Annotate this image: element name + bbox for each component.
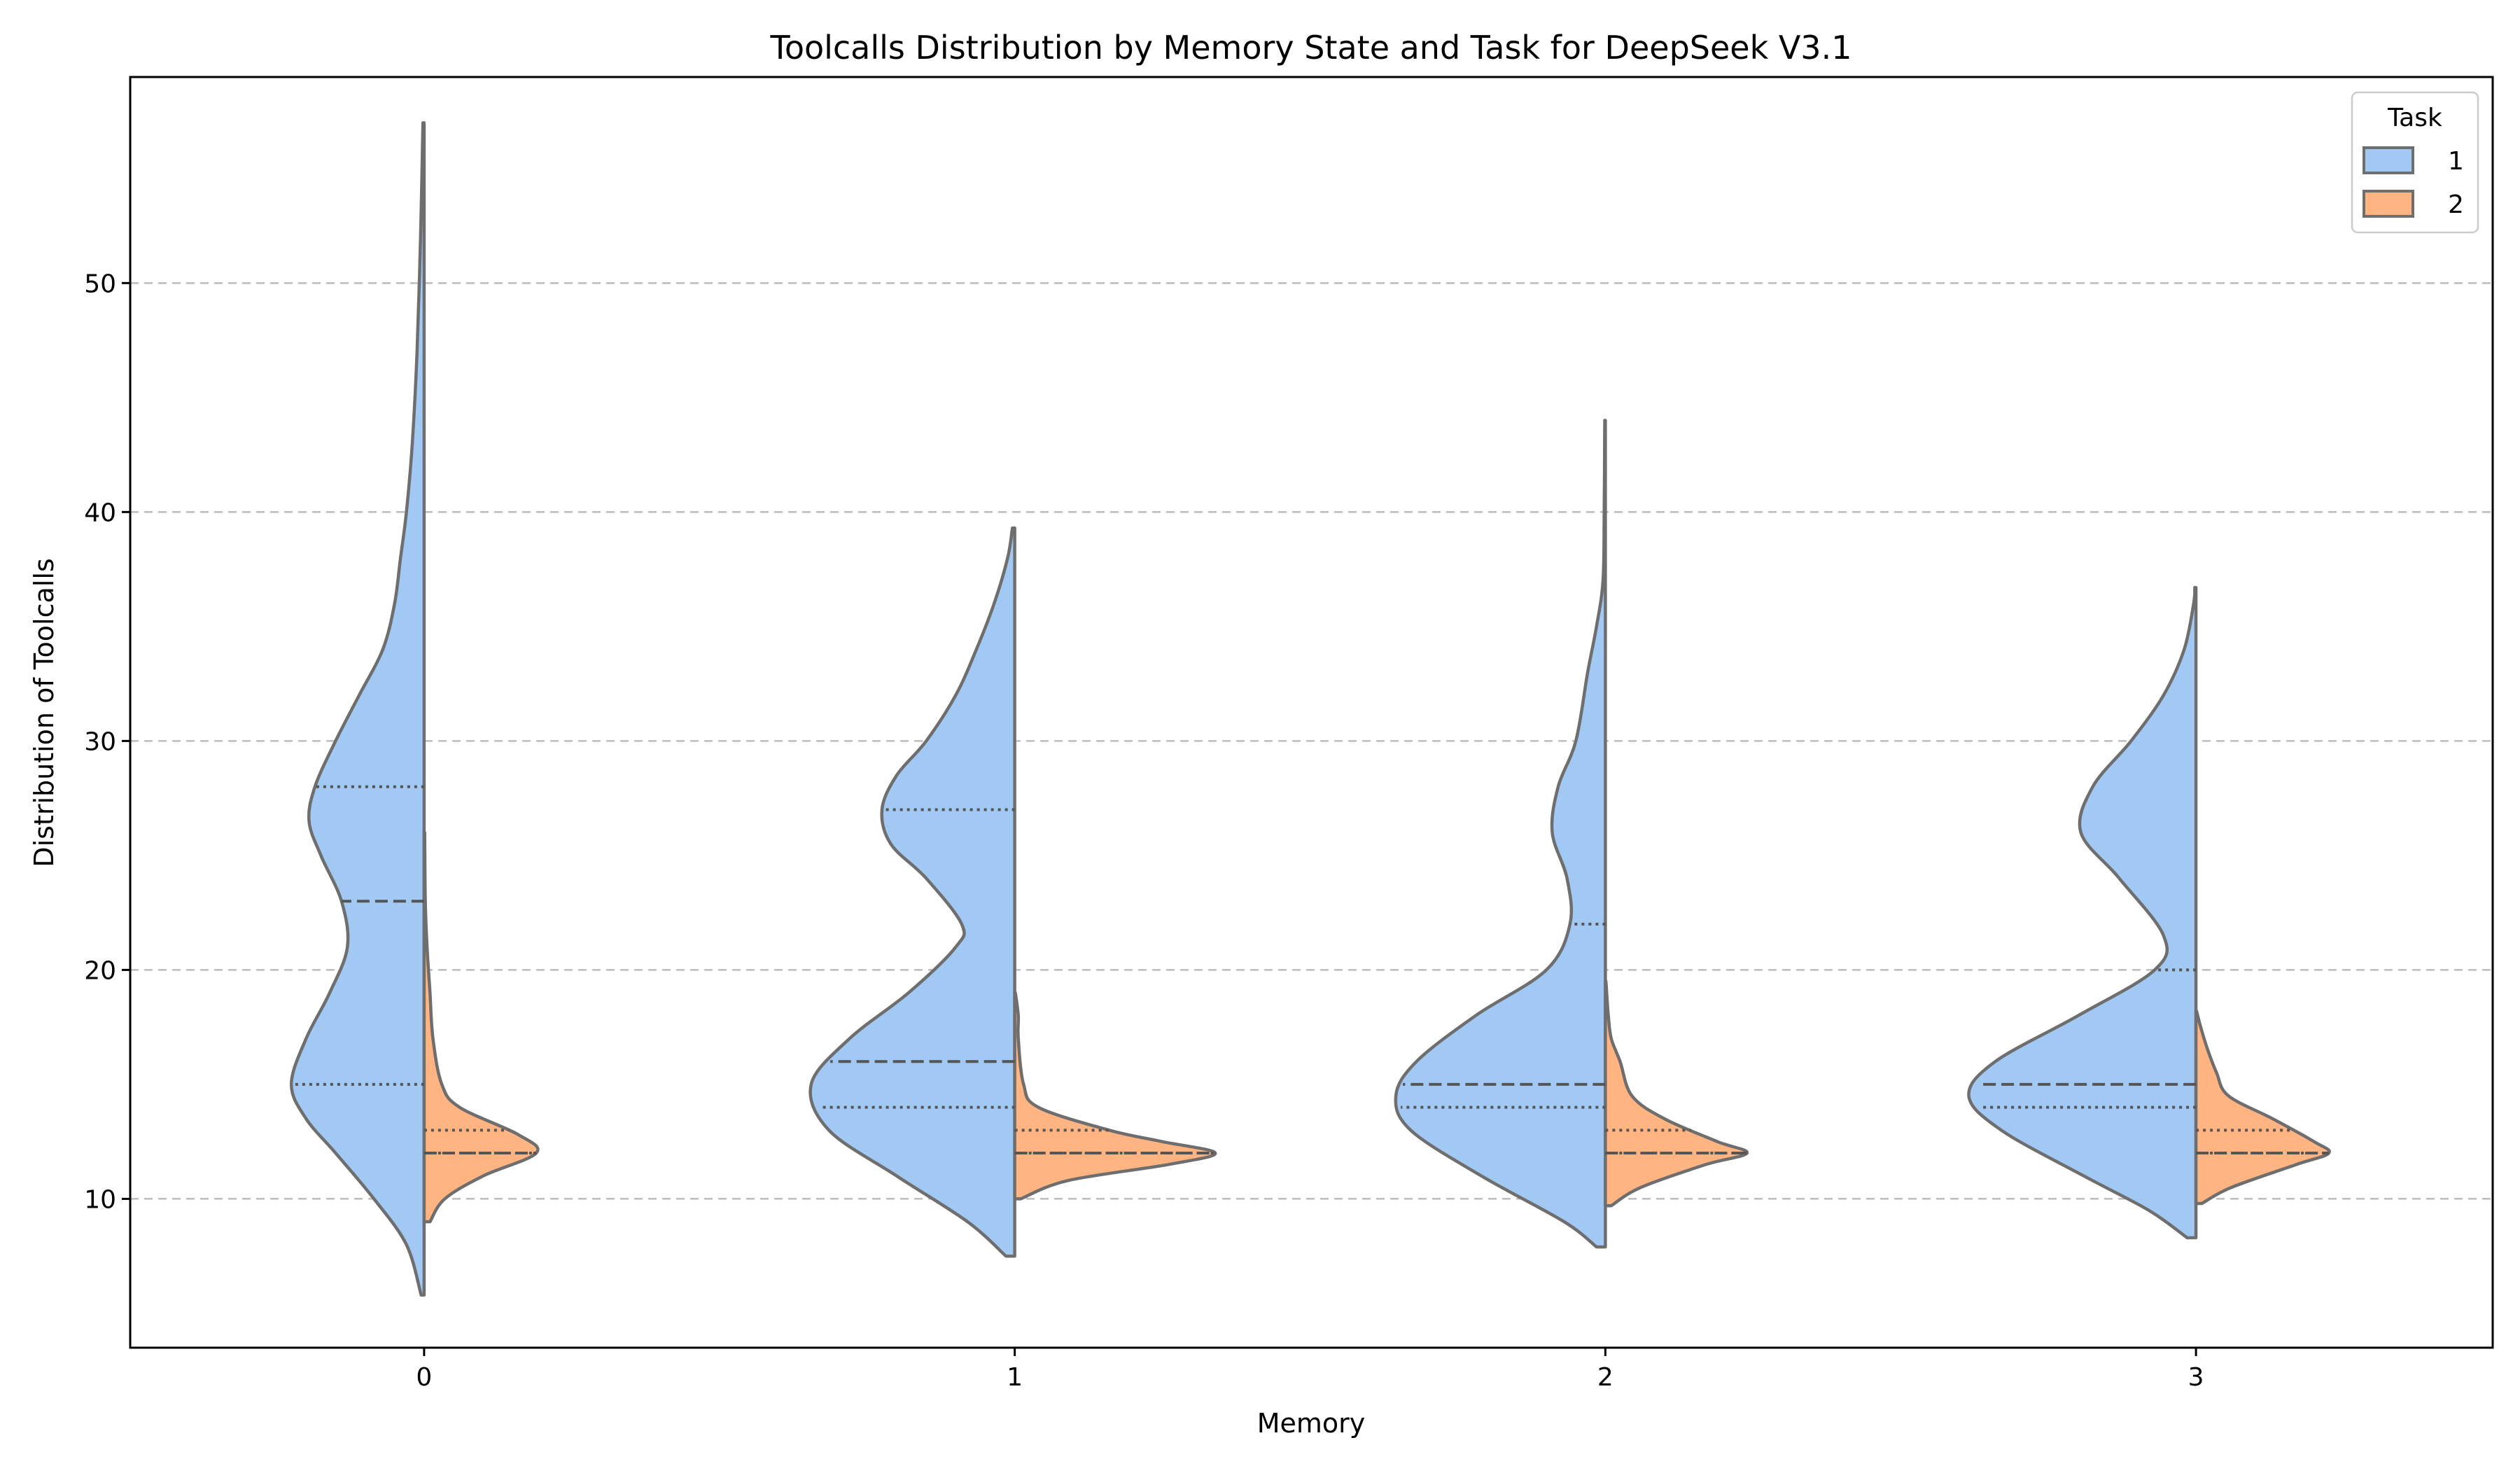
y-tick-label-10: 10 <box>84 1185 116 1214</box>
violin-task-1-memory-0 <box>289 121 426 1297</box>
chart-title: Toolcalls Distribution by Memory State a… <box>770 29 1852 67</box>
legend-label-task-2: 2 <box>2448 190 2464 219</box>
y-tick-label-30: 30 <box>84 727 116 756</box>
violin-task-1-memory-2 <box>1394 419 1607 1249</box>
violin-task-1-memory-3 <box>1967 586 2198 1240</box>
violin-task-2-memory-0 <box>422 830 540 1224</box>
y-axis-ticks: 10 20 30 40 50 <box>84 270 130 1214</box>
violin-task-1-memory-1 <box>808 526 1016 1258</box>
y-tick-label-50: 50 <box>84 270 116 298</box>
legend-title: Task <box>2387 104 2442 132</box>
plot-frame <box>129 76 2494 1349</box>
y-tick-label-20: 20 <box>84 956 116 985</box>
x-axis-label: Memory <box>1257 1408 1366 1439</box>
grid-lines <box>130 282 2493 1200</box>
violin-task-2-memory-2 <box>1604 979 1749 1208</box>
legend-swatch-task-2 <box>2362 190 2414 218</box>
x-axis-ticks: 0 1 2 3 <box>416 1348 2204 1392</box>
x-tick-label-0: 0 <box>416 1363 432 1392</box>
x-tick-label-3: 3 <box>2188 1363 2204 1392</box>
quartile-lines <box>291 785 2329 1155</box>
x-tick-label-2: 2 <box>1597 1363 1614 1392</box>
violins <box>289 121 2331 1297</box>
violin-task-2-memory-1 <box>1013 991 1217 1201</box>
y-axis-label: Distribution of Toolcalls <box>29 558 59 867</box>
violin-task-2-memory-3 <box>2194 1010 2331 1206</box>
x-tick-label-1: 1 <box>1007 1363 1023 1392</box>
legend-swatch-task-1 <box>2362 146 2414 174</box>
legend-label-task-1: 1 <box>2448 147 2464 176</box>
legend: Task 1 2 <box>2351 91 2479 234</box>
y-tick-label-40: 40 <box>84 498 116 527</box>
